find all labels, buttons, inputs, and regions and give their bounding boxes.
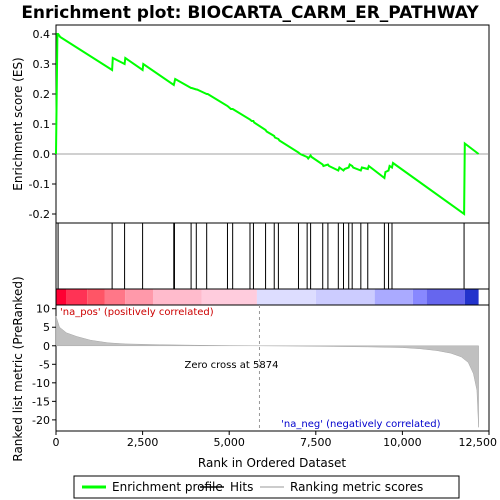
- x-tick-label: 12,500: [459, 436, 498, 449]
- heatbar-segment: [464, 289, 479, 305]
- hit-lines: [57, 223, 465, 289]
- heatbar-segment: [104, 289, 126, 305]
- zero-cross-label: Zero cross at 5874: [184, 360, 278, 371]
- heatbar-segment: [412, 289, 427, 305]
- x-ticks: 0 2,500 5,000 7,500 10,000 12,500: [53, 431, 498, 449]
- es-y-tick-label: 0.3: [33, 58, 51, 71]
- rank-y-ticks: 10 5 0 -5 -10 -15 -20: [32, 303, 56, 427]
- heatbar-segment: [374, 289, 413, 305]
- rank-y-tick-label: 0: [43, 340, 50, 353]
- heatbar-segment: [87, 289, 105, 305]
- heatbar-segment: [426, 289, 465, 305]
- x-axis-label: Rank in Ordered Dataset: [198, 456, 346, 470]
- es-y-tick-label: -0.1: [29, 178, 50, 191]
- heatbar-segment: [56, 289, 67, 305]
- x-tick-label: 0: [53, 436, 60, 449]
- rank-heatbar: [55, 288, 490, 306]
- rank-y-tick-label: -15: [32, 395, 50, 408]
- negative-correlation-label: 'na_neg' (negatively correlated): [281, 419, 440, 430]
- rank-y-tick-label: 5: [43, 321, 50, 334]
- heatbar-segment: [256, 289, 316, 305]
- legend-items: Enrichment profile Hits Ranking metric sco…: [82, 480, 423, 494]
- heatbar-segment: [152, 289, 202, 305]
- x-tick-label: 2,500: [127, 436, 159, 449]
- enrichment-profile-line: [55, 33, 480, 216]
- hits-panel: [55, 222, 490, 290]
- rank-y-tick-label: -10: [32, 377, 50, 390]
- hits-frame: [55, 222, 490, 290]
- es-panel: 0.4 0.3 0.2 0.1 0.0 -0.1 -0.2 Enrichment score…: [11, 24, 490, 224]
- es-y-ticks: 0.4 0.3 0.2 0.1 0.0 -0.1 -0.2: [29, 28, 56, 221]
- rank-y-axis-label: Ranked list metric (PreRanked): [11, 276, 25, 461]
- ranking-metric-area: [55, 316, 479, 428]
- rank-y-tick-label: -5: [39, 358, 50, 371]
- heatbar-segment: [315, 289, 375, 305]
- positive-correlation-label: 'na_pos' (positively correlated): [60, 307, 214, 318]
- es-y-tick-label: 0.0: [33, 148, 51, 161]
- rank-y-tick-label: -20: [32, 414, 50, 427]
- heatbar-segment: [125, 289, 153, 305]
- es-y-tick-label: 0.4: [33, 28, 51, 41]
- rank-y-tick-label: 10: [36, 303, 50, 316]
- x-tick-label: 7,500: [300, 436, 332, 449]
- legend-label: Hits: [230, 480, 253, 494]
- es-y-tick-label: 0.1: [33, 118, 51, 131]
- x-tick-label: 10,000: [383, 436, 422, 449]
- es-plot-frame: [55, 24, 490, 224]
- legend-label: Ranking metric scores: [290, 480, 423, 494]
- x-tick-label: 5,000: [213, 436, 245, 449]
- legend: Enrichment profile Hits Ranking metric sco…: [73, 475, 460, 499]
- es-y-tick-label: -0.2: [29, 208, 50, 221]
- heatbar-segment: [66, 289, 88, 305]
- es-y-axis-label: Enrichment score (ES): [11, 57, 25, 190]
- rank-plot-frame: [55, 304, 490, 432]
- legend-label: Enrichment profile: [112, 480, 223, 494]
- rank-panel: 10 5 0 -5 -10 -15 -20 'na_pos' (positively cor…: [11, 276, 490, 462]
- heatbar-segment: [201, 289, 257, 305]
- chart-title: Enrichment plot: BIOCARTA_CARM_ER_PATHWA…: [21, 3, 479, 23]
- es-y-tick-label: 0.2: [33, 88, 51, 101]
